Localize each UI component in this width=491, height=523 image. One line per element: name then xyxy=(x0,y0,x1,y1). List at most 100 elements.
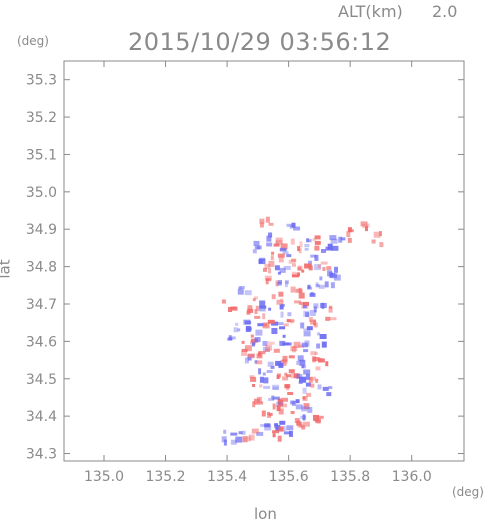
negative-cell xyxy=(282,342,290,346)
positive-cell xyxy=(263,267,267,272)
positive-cell xyxy=(247,305,253,311)
positive-cell xyxy=(275,237,283,242)
negative-cell xyxy=(235,322,239,326)
positive-cell xyxy=(314,351,318,355)
positive-cell xyxy=(288,259,296,264)
positive-cell xyxy=(347,237,352,243)
negative-cell xyxy=(321,249,326,253)
positive-cell xyxy=(310,319,316,325)
positive-cell xyxy=(251,428,259,434)
negative-cell xyxy=(275,360,282,366)
positive-cell xyxy=(265,278,269,285)
negative-cell xyxy=(274,423,279,427)
axis-ticks: 135.0 135.2 135.4 135.6 135.8 136.0 34.3 34.4 34… xyxy=(26,61,464,485)
positive-cell xyxy=(297,423,304,428)
negative-cell xyxy=(279,267,286,273)
negative-cell xyxy=(330,282,335,289)
positive-cell xyxy=(272,403,276,410)
positive-cell xyxy=(290,286,296,293)
negative-cell xyxy=(303,328,311,332)
negative-cell xyxy=(280,311,284,318)
negative-cell xyxy=(256,246,260,250)
positive-cell xyxy=(310,351,317,356)
positive-cell xyxy=(272,433,276,438)
positive-cell xyxy=(298,248,302,254)
y-tick-label: 34.8 xyxy=(26,260,57,276)
positive-cell xyxy=(328,306,333,313)
y-tick-label: 35.1 xyxy=(26,147,57,163)
y-tick: 35.1 xyxy=(26,147,464,163)
positive-cell xyxy=(298,292,305,299)
positive-cell xyxy=(268,222,274,226)
positive-cell xyxy=(292,263,296,267)
positive-cell xyxy=(254,309,258,315)
positive-cell xyxy=(280,403,287,408)
x-tick: 136.0 xyxy=(392,61,432,485)
negative-cell xyxy=(262,372,266,376)
positive-cell xyxy=(294,300,302,304)
negative-cell xyxy=(275,425,281,432)
positive-cell xyxy=(259,218,265,224)
positive-cell xyxy=(287,319,295,323)
positive-cell xyxy=(348,229,354,233)
negative-cell xyxy=(279,420,286,425)
negative-cell xyxy=(308,239,312,243)
negative-cell xyxy=(334,266,338,273)
negative-cell xyxy=(318,284,325,289)
negative-cell xyxy=(244,290,252,296)
positive-cell xyxy=(308,317,313,322)
negative-cell xyxy=(316,343,321,349)
negative-cell xyxy=(258,259,266,265)
positive-cell xyxy=(317,264,321,269)
positive-cell xyxy=(248,434,255,441)
positive-cell xyxy=(373,231,381,238)
positive-cell xyxy=(292,346,296,353)
negative-cell xyxy=(287,312,292,317)
negative-cell xyxy=(241,430,246,435)
positive-cell xyxy=(314,235,321,240)
positive-cell xyxy=(271,251,275,255)
negative-cell xyxy=(338,236,343,243)
y-tick: 34.3 xyxy=(26,447,464,463)
negative-cell xyxy=(299,376,307,383)
negative-cell xyxy=(274,265,280,271)
negative-cell xyxy=(264,424,272,431)
negative-cell xyxy=(305,373,310,380)
negative-cell xyxy=(306,238,310,243)
y-tick: 34.8 xyxy=(26,260,464,276)
y-tick: 35.2 xyxy=(26,110,464,126)
positive-cell xyxy=(325,316,331,321)
negative-cell xyxy=(263,385,271,389)
positive-cell xyxy=(281,397,288,402)
positive-cell xyxy=(287,392,294,395)
positive-cell xyxy=(277,435,282,442)
negative-cell xyxy=(257,323,264,327)
negative-cell xyxy=(243,319,251,325)
negative-cell xyxy=(278,362,284,368)
negative-cell xyxy=(330,272,336,277)
negative-cell xyxy=(314,254,319,261)
positive-cell xyxy=(221,299,226,304)
negative-cell xyxy=(302,414,306,421)
x-axis-unit: (deg) xyxy=(452,485,484,499)
positive-cell xyxy=(244,345,252,352)
positive-cell xyxy=(268,268,272,274)
positive-cell xyxy=(256,396,262,403)
positive-cell xyxy=(283,323,289,327)
x-axis-label: lon xyxy=(254,505,277,523)
positive-cell xyxy=(254,315,261,319)
negative-cell xyxy=(277,271,281,275)
negative-cell xyxy=(279,304,284,310)
y-tick: 34.6 xyxy=(26,334,464,350)
positive-cell xyxy=(286,374,291,378)
positive-cell xyxy=(247,353,255,358)
positive-cell xyxy=(278,426,284,432)
negative-cell xyxy=(259,305,267,309)
y-tick-label: 34.6 xyxy=(26,334,57,350)
altitude-label: ALT(km) xyxy=(338,2,403,21)
positive-cell xyxy=(241,351,248,356)
negative-cell xyxy=(256,431,264,436)
negative-cell xyxy=(330,238,338,244)
negative-cell xyxy=(268,397,272,401)
